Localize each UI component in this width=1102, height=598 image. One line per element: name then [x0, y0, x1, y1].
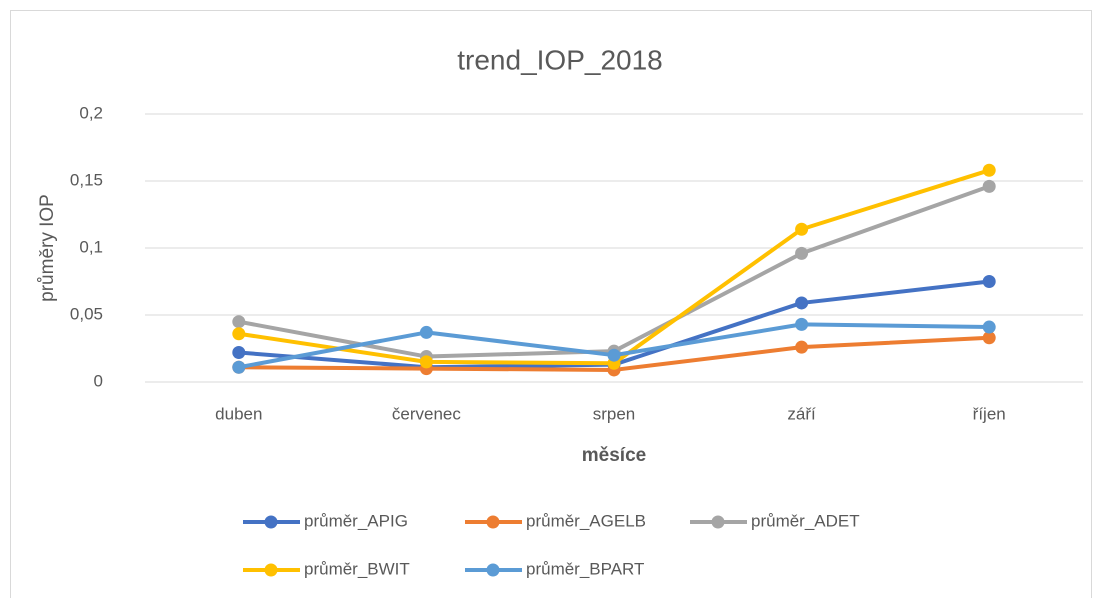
legend-marker [711, 515, 725, 529]
data-point [232, 346, 246, 360]
legend-label: průměr_AGELB [526, 511, 646, 530]
data-point [419, 325, 433, 339]
x-tick-label: duben [215, 404, 262, 423]
data-point [419, 355, 433, 369]
legend-label: průměr_BPART [526, 559, 644, 578]
data-point [795, 222, 809, 236]
x-tick-label: srpen [593, 404, 636, 423]
y-tick-label: 0,1 [79, 237, 103, 256]
y-tick-label: 0 [94, 371, 103, 390]
legend-marker [264, 515, 278, 529]
legend-marker [486, 563, 500, 577]
x-axis-label: měsíce [582, 445, 646, 466]
data-point [607, 348, 621, 362]
legend-marker [486, 515, 500, 529]
y-axis-label: průměry IOP [37, 194, 58, 302]
data-point [982, 331, 996, 345]
data-point [232, 327, 246, 341]
data-point [982, 179, 996, 193]
chart-frame [10, 10, 1092, 598]
legend-label: průměr_ADET [751, 511, 860, 530]
x-tick-label: červenec [392, 404, 461, 423]
data-point [795, 246, 809, 260]
data-point [232, 360, 246, 374]
legend-label: průměr_APIG [304, 511, 408, 530]
data-point [982, 275, 996, 288]
legend-label: průměr_BWIT [304, 559, 410, 578]
legend-marker [264, 563, 278, 577]
data-point [795, 296, 809, 310]
data-point [982, 320, 996, 334]
y-tick-label: 0,05 [70, 304, 103, 323]
data-point [795, 340, 809, 354]
x-tick-label: září [787, 404, 816, 423]
data-point [982, 163, 996, 177]
y-tick-label: 0,2 [79, 103, 103, 122]
data-point [795, 317, 809, 331]
y-tick-label: 0,15 [70, 170, 103, 189]
chart-title: trend_IOP_2018 [457, 44, 663, 75]
data-point [232, 315, 246, 329]
x-tick-label: říjen [973, 404, 1006, 423]
